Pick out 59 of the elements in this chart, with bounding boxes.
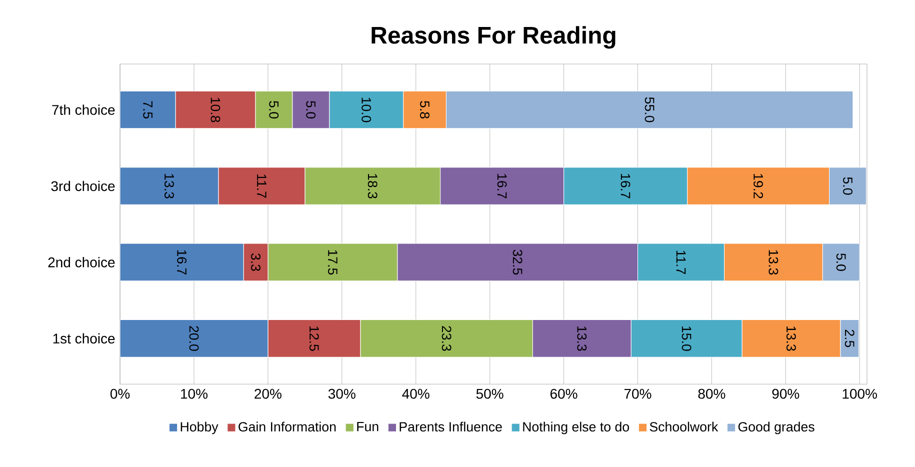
y-tick-label: 3rd choice	[51, 180, 115, 192]
data-label: 55.0	[644, 97, 654, 122]
x-tick-label: 100%	[842, 388, 877, 399]
x-tick-label: 60%	[550, 388, 578, 399]
data-label: 16.7	[497, 174, 507, 198]
legend-label: Good grades	[738, 422, 814, 434]
bar	[446, 90, 854, 129]
y-tick-label: 7th choice	[52, 104, 115, 115]
bar	[120, 320, 268, 358]
data-label: 13.3	[577, 326, 587, 351]
bar	[120, 167, 219, 205]
data-label: 10.0	[362, 98, 372, 122]
data-label: 20.0	[189, 326, 199, 351]
data-label: 7.5	[143, 101, 152, 119]
legend-label: Schoolwork	[650, 422, 718, 432]
x-tick-label: 90%	[772, 388, 800, 399]
data-label: 13.3	[786, 326, 796, 351]
data-label: 13.3	[768, 250, 778, 275]
bar	[120, 90, 176, 129]
legend-label: Nothing else to do	[523, 422, 630, 434]
data-label: 16.7	[620, 174, 630, 198]
data-label: 5.0	[306, 101, 316, 119]
data-label: 3.3	[251, 253, 260, 271]
data-label: 2.5	[844, 330, 854, 348]
data-label: 5.0	[843, 177, 852, 195]
x-tick-label: 20%	[254, 388, 282, 399]
data-label: 12.5	[309, 326, 319, 351]
bar	[822, 243, 860, 282]
legend-label: Hobby	[180, 422, 218, 434]
x-tick-label: 40%	[402, 388, 430, 399]
data-label: 5.0	[269, 101, 279, 119]
data-label: 13.3	[164, 174, 174, 198]
data-label: 11.7	[257, 174, 266, 198]
x-tick-label: 30%	[328, 388, 356, 399]
data-label: 18.3	[368, 174, 378, 198]
data-label: 15.0	[682, 326, 692, 351]
bar	[840, 320, 860, 358]
bar	[829, 167, 867, 205]
data-label: 5.8	[420, 101, 430, 119]
x-tick-label: 10%	[181, 388, 208, 399]
data-label: 11.7	[676, 250, 686, 274]
data-label: 10.8	[210, 98, 220, 122]
bar	[120, 243, 244, 282]
chart-title: Reasons For Reading	[372, 26, 616, 49]
data-label: 23.3	[442, 326, 452, 351]
data-label: 16.7	[177, 250, 187, 275]
x-tick-label: 80%	[698, 388, 726, 399]
legend-label: Parents Influence	[400, 422, 502, 432]
x-tick-label: 70%	[624, 388, 652, 399]
legend-label: Fun	[357, 422, 378, 432]
data-label: 5.0	[836, 254, 846, 272]
x-tick-label: 50%	[476, 388, 504, 399]
data-label: 32.5	[512, 250, 522, 275]
y-tick-label: 2nd choice	[48, 257, 115, 268]
y-tick-label: 1st choice	[53, 333, 115, 344]
x-tick-label: 0%	[110, 388, 130, 399]
data-label: 17.5	[328, 250, 338, 275]
legend-label: Gain Information	[238, 422, 336, 432]
data-label: 19.2	[754, 174, 763, 198]
